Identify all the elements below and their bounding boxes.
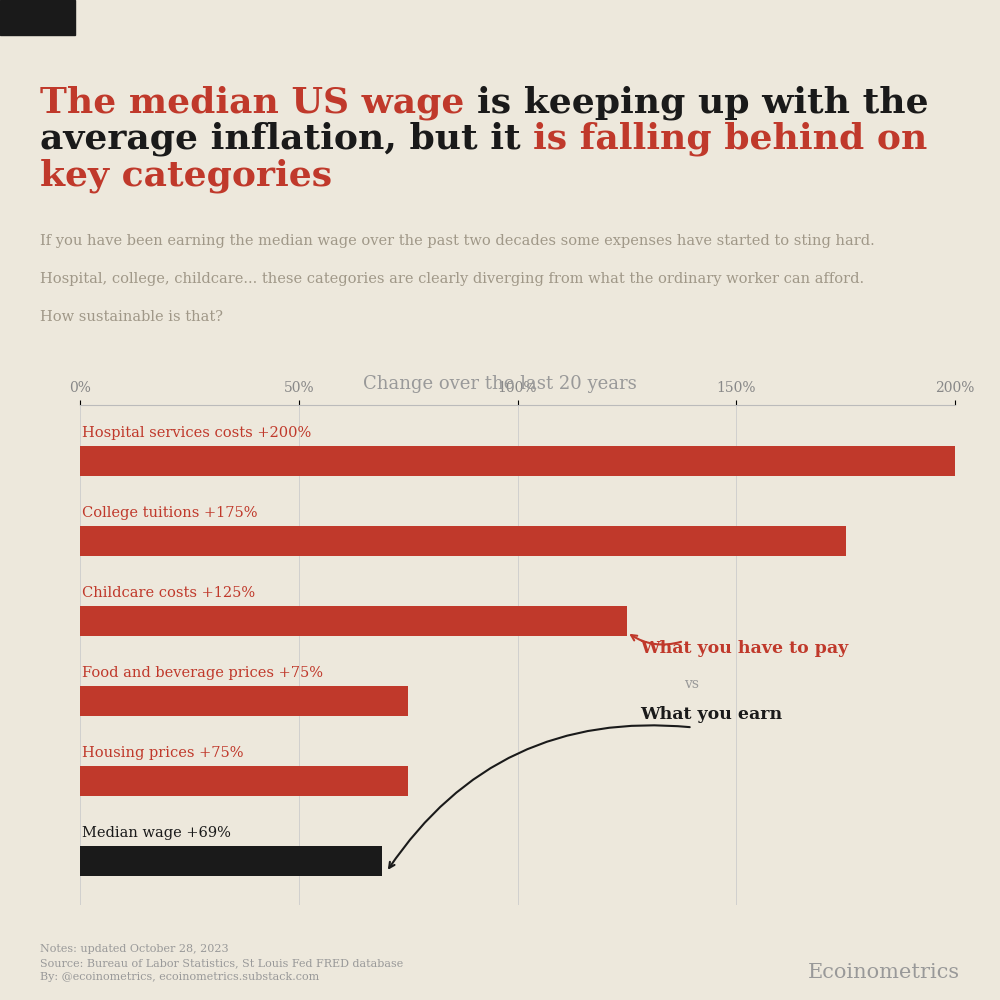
Text: The median US wage: The median US wage [40, 85, 477, 119]
Text: College tuitions +175%: College tuitions +175% [82, 506, 258, 520]
Text: is falling behind on: is falling behind on [533, 122, 928, 156]
Text: Notes: updated October 28, 2023
Source: Bureau of Labor Statistics, St Louis Fed: Notes: updated October 28, 2023 Source: … [40, 944, 403, 982]
Text: average inflation, but it: average inflation, but it [40, 122, 533, 156]
Text: Ecoinometrics: Ecoinometrics [808, 963, 960, 982]
Text: Food and beverage prices +75%: Food and beverage prices +75% [82, 666, 323, 680]
Bar [80, 526, 846, 556]
Bar [80, 766, 408, 796]
Text: vs: vs [684, 677, 699, 691]
Text: key categories: key categories [40, 159, 332, 193]
Text: If you have been earning the median wage over the past two decades some expenses: If you have been earning the median wage… [40, 234, 875, 248]
Text: What you have to pay: What you have to pay [640, 640, 848, 657]
Text: Housing prices +75%: Housing prices +75% [82, 746, 244, 760]
Text: Hospital, college, childcare... these categories are clearly diverging from what: Hospital, college, childcare... these ca… [40, 272, 864, 286]
Text: How sustainable is that?: How sustainable is that? [40, 310, 223, 324]
Bar [80, 606, 627, 636]
Text: Median wage +69%: Median wage +69% [82, 826, 231, 840]
Text: Hospital services costs +200%: Hospital services costs +200% [82, 426, 311, 440]
Bar [80, 446, 955, 476]
Bar [80, 846, 382, 876]
Text: Change over the last 20 years: Change over the last 20 years [363, 375, 637, 393]
Bar [80, 686, 408, 716]
Text: is keeping up with the: is keeping up with the [477, 85, 929, 119]
Text: What you earn: What you earn [640, 706, 782, 723]
Text: Childcare costs +125%: Childcare costs +125% [82, 586, 255, 600]
